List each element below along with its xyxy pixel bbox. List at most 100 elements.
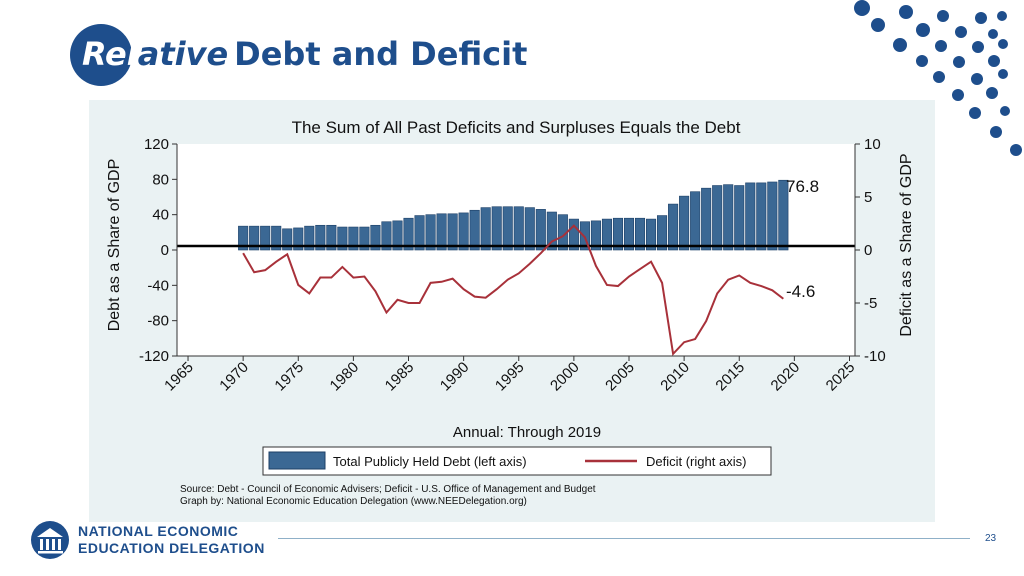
decorative-dot [972, 41, 984, 53]
decorative-dot [952, 89, 964, 101]
debt-bar-2005 [623, 217, 635, 251]
right-tick-label: 0 [864, 242, 872, 259]
decorative-dot [969, 107, 981, 119]
debt-bar-2002 [590, 220, 601, 251]
logo-text-line2: EDUCATION DELEGATION [78, 540, 265, 556]
legend-deficit-label: Deficit (right axis) [646, 454, 746, 469]
x-tick-label: 2025 [823, 359, 859, 395]
chart-title: The Sum of All Past Deficits and Surplus… [292, 118, 741, 137]
debt-bar-2004 [612, 217, 624, 251]
debt-bar-2000 [568, 218, 579, 251]
debt-bar-1979 [337, 226, 348, 251]
debt-bar-1981 [359, 226, 370, 251]
logo-building-icon [31, 521, 69, 559]
title-circle-badge [70, 24, 132, 86]
decorative-dot [955, 26, 967, 38]
debt-bar-2016 [745, 182, 756, 251]
left-axis-ticks: 120 80 40 0 -40 -80 -120 [139, 136, 177, 365]
debt-bar-1996 [524, 207, 535, 251]
x-tick-label: 1985 [382, 359, 418, 395]
x-tick-label: 2015 [712, 359, 748, 395]
debt-bar-1985 [403, 217, 414, 251]
decorative-dot [990, 126, 1002, 138]
debt-bar-1970 [238, 225, 249, 251]
debt-bar-1995 [513, 206, 524, 251]
left-tick-label: 0 [161, 242, 169, 259]
decorative-dot [933, 71, 945, 83]
x-tick-label: 2010 [657, 359, 693, 395]
legend: Total Publicly Held Debt (left axis) Def… [262, 446, 772, 476]
right-tick-label: -5 [864, 295, 877, 312]
x-axis-ticks: 1965 1970 1975 1980 1985 1990 1995 2000 2005 2010… [161, 356, 858, 394]
chart: The Sum of All Past Deficits and Surplus… [106, 118, 915, 507]
left-tick-label: -120 [139, 348, 169, 365]
left-tick-label: 120 [144, 136, 169, 153]
debt-bar-2006 [634, 217, 646, 251]
debt-bar-2009 [668, 203, 679, 251]
x-tick-label: 1980 [327, 359, 363, 395]
debt-bar-1973 [271, 225, 282, 251]
decorative-dot [998, 39, 1008, 49]
debt-bar-1994 [502, 206, 513, 251]
debt-bar-1978 [326, 224, 337, 251]
x-tick-label: 1975 [271, 359, 307, 395]
decorative-dot [975, 12, 987, 24]
debt-bar-1971 [249, 225, 260, 251]
x-tick-label: 2005 [602, 359, 638, 395]
decorative-dot [854, 0, 870, 16]
right-axis-label: Deficit as a Share of GDP [898, 153, 915, 336]
decorative-dots [854, 0, 1022, 156]
debt-bar-2011 [690, 191, 701, 251]
debt-bar-1987 [425, 214, 436, 251]
debt-bar-1982 [370, 224, 381, 251]
decorative-dot [935, 40, 947, 52]
right-tick-label: -10 [864, 348, 886, 365]
left-tick-label: -80 [147, 313, 169, 330]
decorative-dot [997, 11, 1007, 21]
decorative-dot [971, 73, 983, 85]
debt-bar-1975 [293, 227, 304, 251]
deficit-line [242, 224, 784, 357]
debt-bar-1992 [480, 207, 491, 251]
debt-bar-1977 [315, 224, 326, 251]
chart-panel: The Sum of All Past Deficits and Surplus… [89, 100, 935, 522]
decorative-dot [916, 55, 928, 67]
debt-bar-1983 [381, 221, 392, 251]
decorative-dot [1000, 106, 1010, 116]
logo-text-line1: NATIONAL ECONOMIC [78, 523, 239, 539]
debt-bar-2019 [778, 179, 789, 251]
decorative-dot [953, 56, 965, 68]
decorative-dot [986, 87, 998, 99]
legend-box [262, 446, 772, 476]
decorative-dot [899, 5, 913, 19]
debt-bar-2008 [657, 215, 668, 251]
debt-bar-1974 [282, 228, 293, 251]
x-tick-label: 2020 [768, 359, 804, 395]
legend-debt-label: Total Publicly Held Debt (left axis) [333, 454, 527, 469]
decorative-dot [1010, 144, 1022, 156]
debt-bar-2014 [723, 184, 734, 251]
decorative-dot [937, 10, 949, 22]
page-number: 23 [985, 533, 997, 544]
debt-bar-1989 [447, 213, 458, 251]
debt-bar-1980 [348, 226, 359, 251]
decorative-dot [988, 55, 1000, 67]
right-tick-label: 10 [864, 136, 881, 153]
right-axis-ticks: 10 5 0 -5 -10 [855, 136, 886, 365]
debt-bar-1993 [491, 206, 502, 251]
debt-bar-1998 [546, 211, 557, 251]
x-tick-label: 1995 [492, 359, 528, 395]
decorative-dot [988, 29, 998, 39]
debt-end-label: 76.8 [786, 177, 819, 196]
debt-bar-2017 [756, 182, 767, 251]
decorative-dot [916, 23, 930, 37]
left-tick-label: 80 [152, 171, 169, 188]
debt-bar-2010 [679, 195, 690, 251]
decorative-dot [871, 18, 885, 32]
debt-bar-2013 [712, 185, 723, 251]
debt-bar-1976 [304, 225, 315, 251]
debt-bar-1991 [469, 209, 480, 251]
left-tick-label: -40 [147, 277, 169, 294]
deficit-end-label: -4.6 [786, 282, 815, 301]
debt-bar-2018 [767, 181, 778, 251]
